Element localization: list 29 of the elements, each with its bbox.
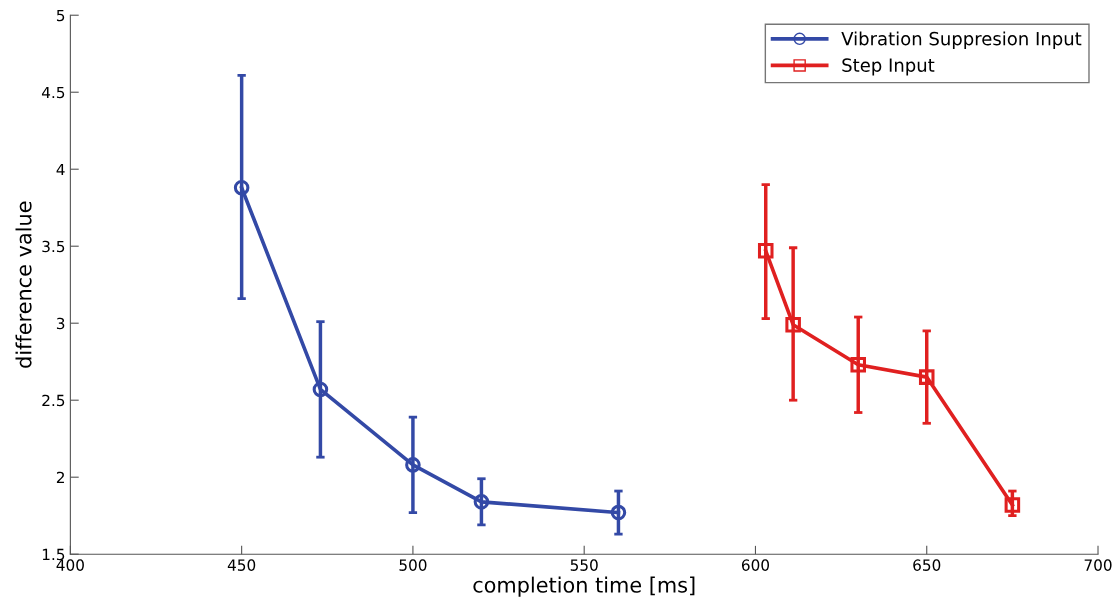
y-tick-label: 2.5 [42,394,65,407]
point [473,494,490,510]
y-tick-label: 4.5 [41,86,65,99]
y-tick-label: 2 [56,471,64,483]
x-tick-label: 500 [399,559,427,571]
point [233,179,250,196]
point [757,243,774,259]
point [785,316,801,333]
x-tick-label: 550 [570,559,598,571]
y-tick-label: 3 [56,317,65,330]
point [610,504,627,521]
point [1004,497,1021,513]
x-tick-label: 600 [741,559,770,571]
x-tick-label: 650 [913,559,941,571]
legend-label: Vibration Suppresion Input [841,31,1082,49]
x-axis-title: completion time [ms] [473,576,695,597]
y-axis-title: difference value [15,201,32,368]
y-tick-label: 1.5 [42,548,65,561]
legend-label: Step Input [842,58,935,76]
point [918,369,935,385]
y-tick-label: 4 [56,163,65,176]
x-tick-label: 400 [56,559,84,571]
point [405,457,421,473]
point [850,357,867,373]
point [312,381,329,398]
y-tick-label: 5 [56,9,65,22]
x-tick-label: 700 [1084,559,1112,571]
x-tick-label: 450 [227,559,256,571]
y-tick-label: 3.5 [42,240,65,253]
